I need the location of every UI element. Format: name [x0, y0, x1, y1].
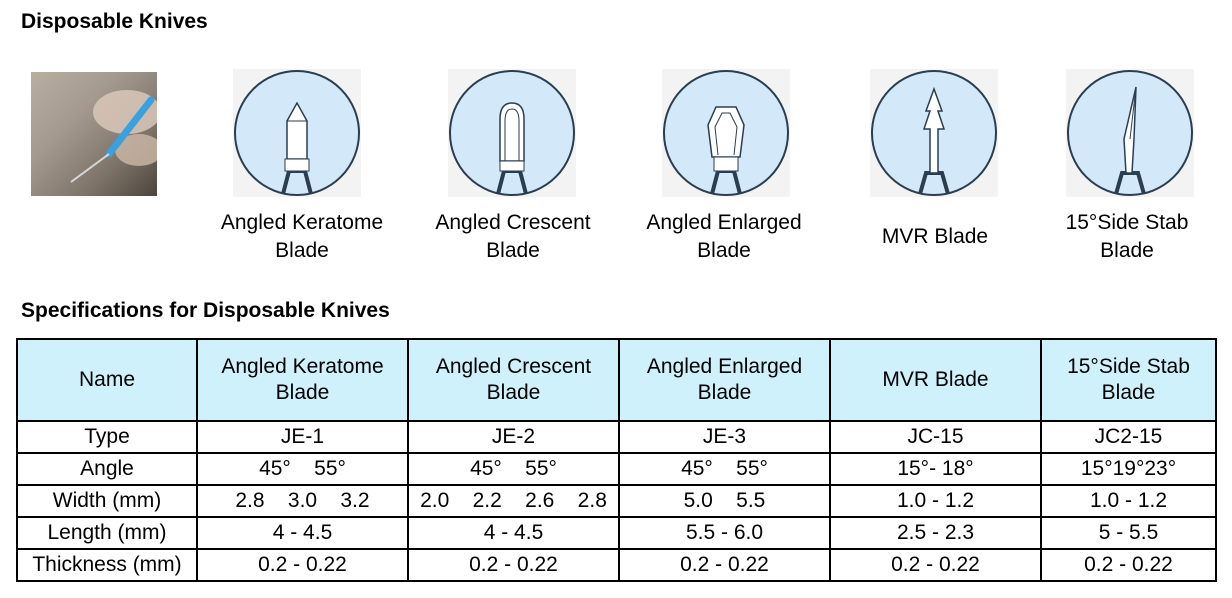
side-stab-blade-thumb	[1066, 69, 1194, 197]
header-cell: Angled Enlarged Blade	[618, 338, 831, 422]
table-cell: JC-15	[829, 420, 1042, 454]
knife-photo	[31, 72, 163, 196]
row-label: Width (mm)	[16, 484, 198, 518]
header-cell: 15°Side Stab Blade	[1040, 338, 1217, 422]
table-cell: 4 - 4.5	[407, 516, 620, 550]
table-cell: 0.2 - 0.22	[618, 548, 831, 582]
table-cell: 1.0 - 1.2	[1040, 484, 1217, 518]
spec-table: Name Angled Keratome Blade Angled Crescen…	[16, 338, 1217, 582]
table-cell: 0.2 - 0.22	[196, 548, 409, 582]
knife-in-hand-image	[70, 90, 163, 183]
table-cell: 0.2 - 0.22	[407, 548, 620, 582]
table-cell: JC2-15	[1040, 420, 1217, 454]
row-label: Length (mm)	[16, 516, 198, 550]
keratome-blade-icon	[234, 70, 360, 196]
table-cell: 0.2 - 0.22	[1040, 548, 1217, 582]
table-cell: 45° 55°	[618, 452, 831, 486]
blade-caption-crescent: Angled Crescent Blade	[435, 211, 591, 262]
side-stab-blade-icon	[1067, 70, 1193, 196]
table-cell: 2.8 3.0 3.2	[196, 484, 409, 518]
table-row: Length (mm) 4 - 4.5 4 - 4.5 5.5 - 6.0 2.…	[16, 516, 1217, 550]
table-cell: 5 - 5.5	[1040, 516, 1217, 550]
header-cell: Angled Keratome Blade	[196, 338, 409, 422]
header-cell-text: 15°Side Stab Blade	[1067, 355, 1190, 404]
table-cell: 5.5 - 6.0	[618, 516, 831, 550]
table-cell: 15°- 18°	[829, 452, 1042, 486]
page-title: Disposable Knives	[21, 10, 208, 33]
table-row: Angle 45° 55° 45° 55° 45° 55° 15°- 18° 1…	[16, 452, 1217, 486]
header-cell: MVR Blade	[829, 338, 1042, 422]
mvr-blade-thumb	[870, 69, 998, 197]
header-cell: Name	[16, 338, 198, 422]
table-cell: JE-1	[196, 420, 409, 454]
blade-caption-side-stab: 15°Side Stab Blade	[1065, 211, 1189, 262]
table-cell: 4 - 4.5	[196, 516, 409, 550]
table-cell: 45° 55°	[196, 452, 409, 486]
table-cell: 2.0 2.2 2.6 2.8	[407, 484, 620, 518]
row-label: Angle	[16, 452, 198, 486]
table-cell: 1.0 - 1.2	[829, 484, 1042, 518]
crescent-blade-thumb	[448, 69, 576, 197]
enlarged-blade-icon	[663, 70, 789, 196]
header-cell-text: MVR Blade	[882, 368, 989, 391]
header-cell-text: Angled Crescent Blade	[435, 355, 592, 404]
table-cell: 2.5 - 2.3	[829, 516, 1042, 550]
table-cell: 15°19°23°	[1040, 452, 1217, 486]
table-cell: 0.2 - 0.22	[829, 548, 1042, 582]
table-cell: JE-2	[407, 420, 620, 454]
header-cell: Angled Crescent Blade	[407, 338, 620, 422]
table-row: Thickness (mm) 0.2 - 0.22 0.2 - 0.22 0.2…	[16, 548, 1217, 582]
enlarged-blade-thumb	[662, 69, 790, 197]
table-header-row: Name Angled Keratome Blade Angled Crescen…	[16, 338, 1217, 422]
table-cell: 5.0 5.5	[618, 484, 831, 518]
table-row: Width (mm) 2.8 3.0 3.2 2.0 2.2 2.6 2.8 5…	[16, 484, 1217, 518]
row-label: Thickness (mm)	[16, 548, 198, 582]
keratome-blade-thumb	[233, 69, 361, 197]
mvr-blade-icon	[871, 70, 997, 196]
header-cell-text: Angled Keratome Blade	[221, 355, 384, 404]
header-cell-text: Angled Enlarged Blade	[646, 355, 803, 404]
crescent-blade-icon	[449, 70, 575, 196]
blade-caption-keratome: Angled Keratome Blade	[220, 211, 384, 262]
table-cell: JE-3	[618, 420, 831, 454]
table-cell: 45° 55°	[407, 452, 620, 486]
table-row: Type JE-1 JE-2 JE-3 JC-15 JC2-15	[16, 420, 1217, 454]
header-cell-text: Name	[78, 368, 136, 391]
spec-title: Specifications for Disposable Knives	[21, 299, 390, 322]
row-label: Type	[16, 420, 198, 454]
blade-caption-enlarged: Angled Enlarged Blade	[646, 211, 802, 262]
blade-caption-mvr: MVR Blade	[881, 225, 989, 248]
